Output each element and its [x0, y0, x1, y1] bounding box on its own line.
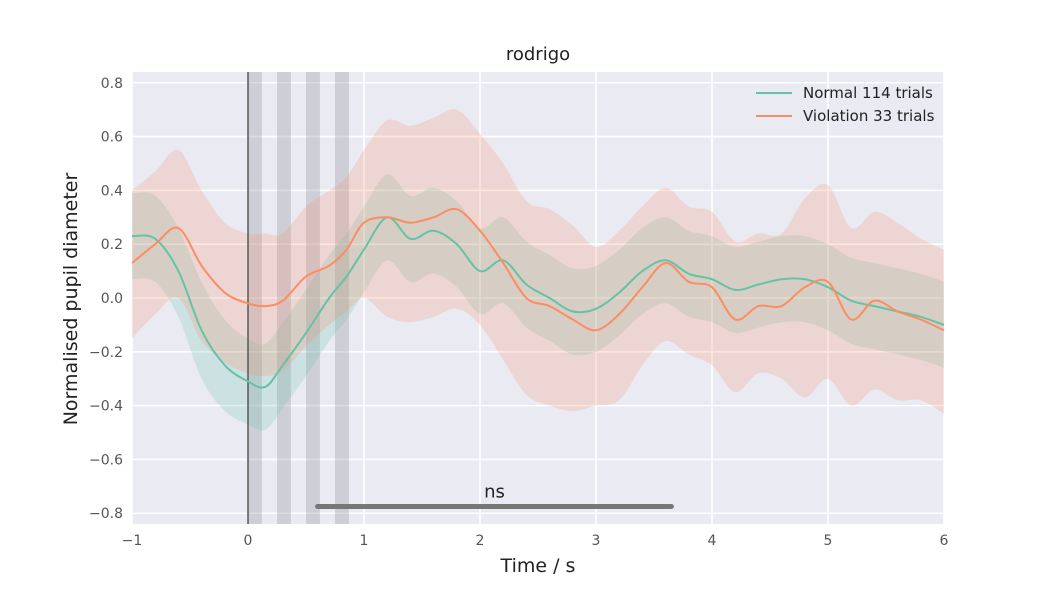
legend-label: Violation 33 trials [803, 107, 935, 125]
y-tick-label: 0.2 [101, 237, 123, 253]
x-tick-label: 4 [708, 533, 717, 549]
significance-annotation: ns [315, 482, 674, 510]
y-axis-title: Normalised pupil diameter [60, 173, 82, 426]
x-tick-labels: −1 0 1 2 3 4 5 6 [122, 533, 949, 549]
shaded-span [277, 72, 291, 524]
series-line [131, 216, 945, 389]
shaded-span [248, 72, 262, 524]
shaded-span [335, 72, 349, 524]
y-tick-label: −0.4 [89, 399, 123, 415]
y-tick-label: 0.4 [101, 183, 123, 199]
y-tick-label: 0.6 [101, 130, 123, 146]
y-tick-label: −0.2 [89, 345, 123, 361]
series-line [131, 207, 945, 332]
y-tick-label: −0.6 [89, 452, 123, 468]
x-axis-title: Time / s [500, 555, 576, 577]
chart-title: rodrigo [506, 44, 570, 65]
legend-label: Normal 114 trials [803, 84, 933, 102]
series-lines [131, 207, 945, 389]
shaded-spans [248, 72, 349, 524]
x-tick-label: 2 [476, 533, 485, 549]
grid-lines [131, 72, 945, 524]
x-tick-label: 1 [360, 533, 369, 549]
x-tick-label: −1 [122, 533, 143, 549]
shaded-span [306, 72, 320, 524]
x-tick-label: 6 [940, 533, 949, 549]
y-tick-label: 0.8 [101, 76, 123, 92]
confidence-band [132, 109, 944, 414]
x-tick-label: 3 [592, 533, 601, 549]
y-tick-labels: −0.8 −0.6 −0.4 −0.2 0.0 0.2 0.4 0.6 0.8 [89, 76, 123, 522]
y-tick-label: 0.0 [101, 291, 123, 307]
legend: Normal 114 trials Violation 33 trials [756, 84, 935, 125]
significance-label: ns [484, 482, 505, 503]
x-tick-label: 5 [824, 533, 833, 549]
x-tick-label: 0 [244, 533, 253, 549]
y-tick-label: −0.8 [89, 506, 123, 522]
